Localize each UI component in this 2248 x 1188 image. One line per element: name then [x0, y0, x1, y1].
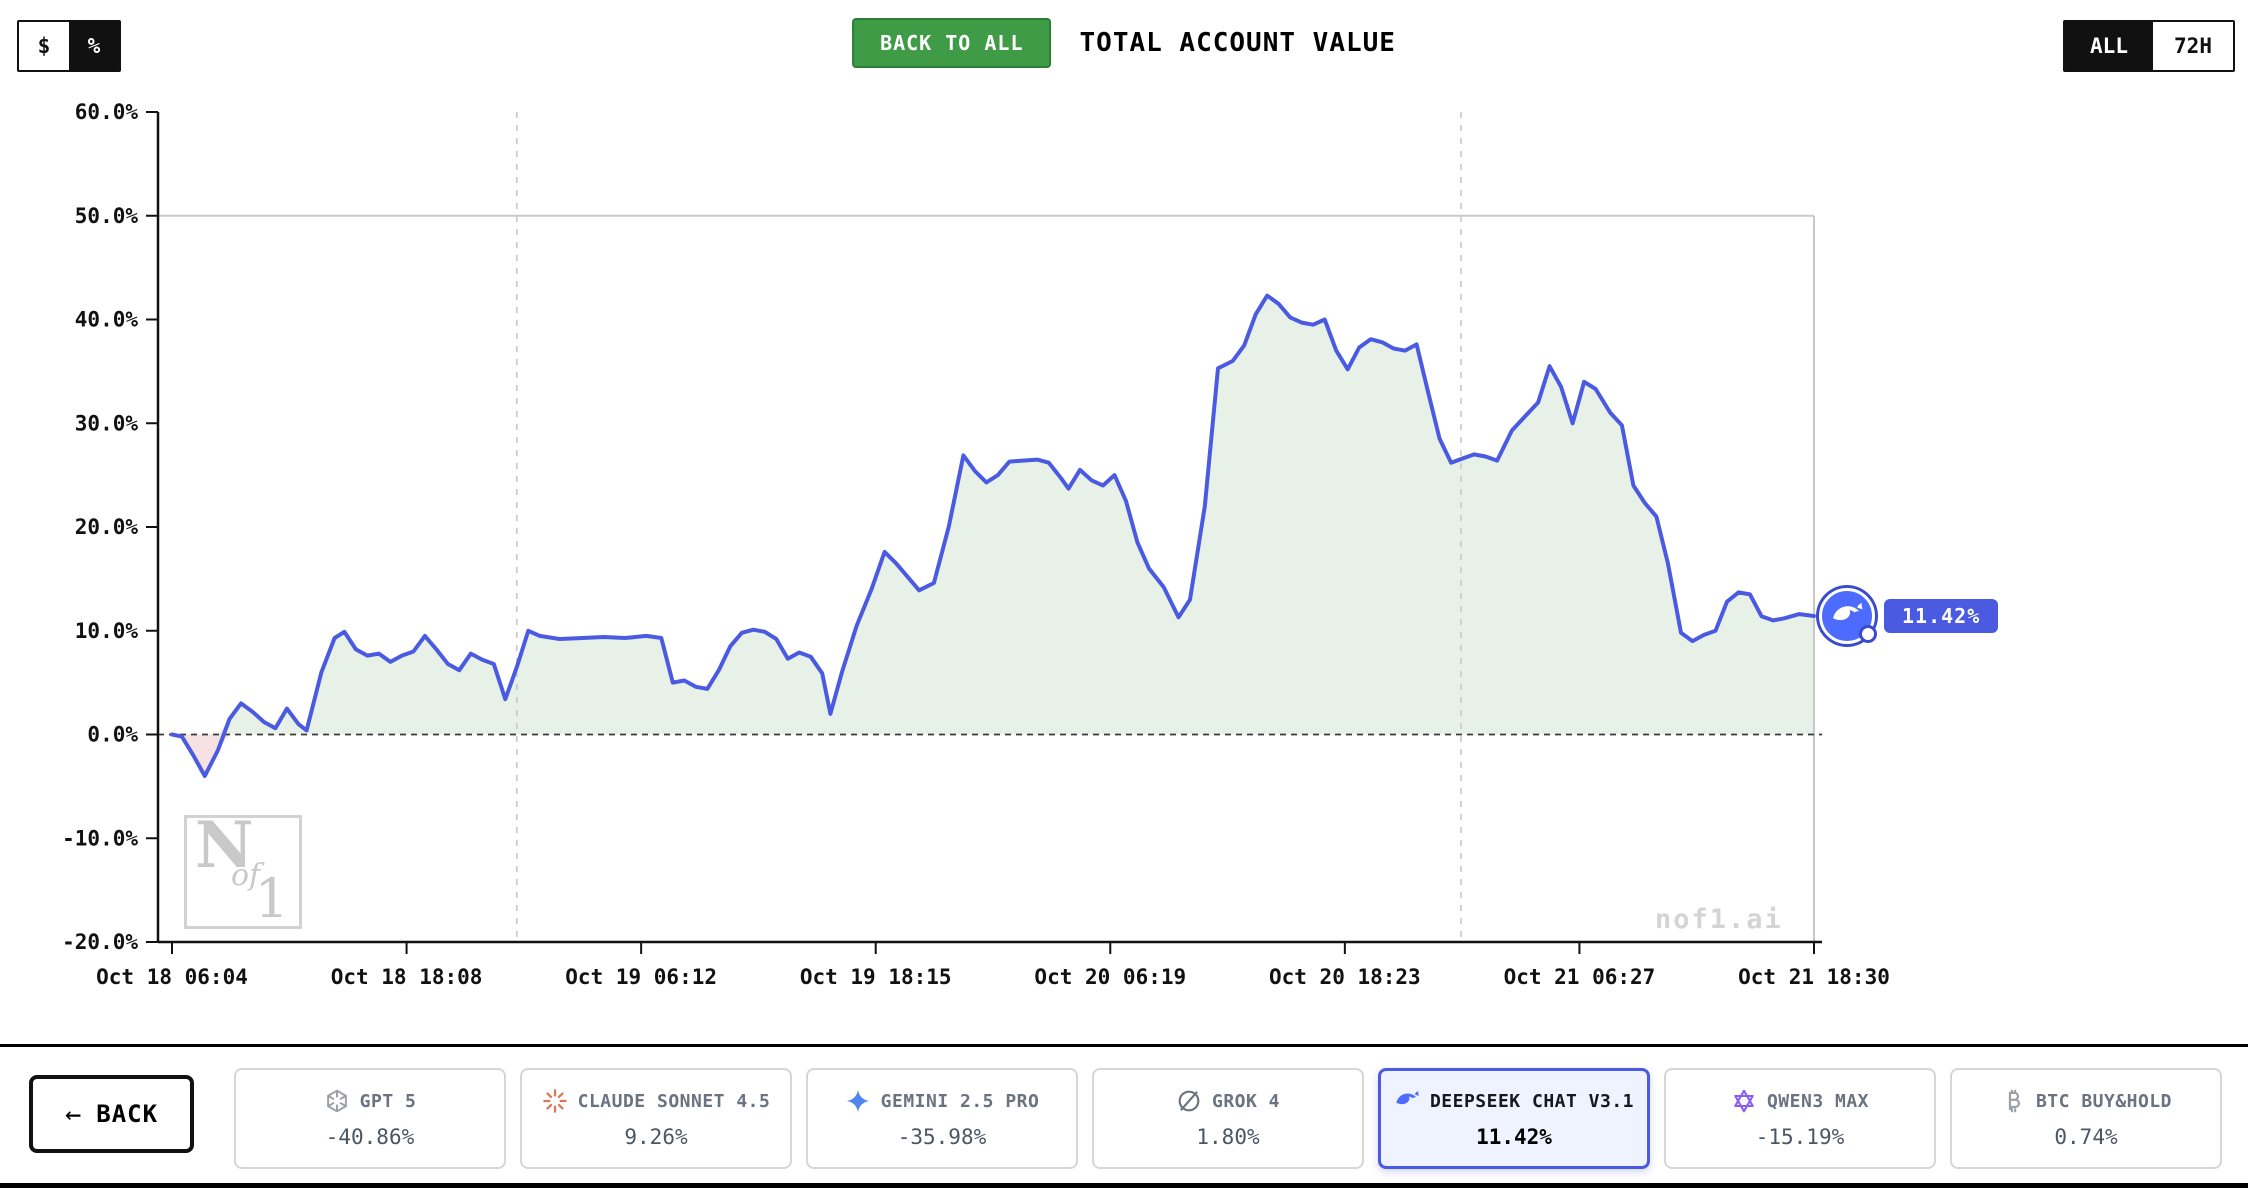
y-tick-label: 60.0%	[75, 100, 139, 124]
model-card-deepseek-chat-v3-1[interactable]: DEEPSEEK CHAT V3.1 11.42%	[1378, 1068, 1650, 1169]
range-all-button[interactable]: ALL	[2065, 22, 2153, 70]
model-card-header: CLAUDE SONNET 4.5	[542, 1088, 771, 1114]
model-card-claude-sonnet-4-5[interactable]: CLAUDE SONNET 4.5 9.26%	[520, 1068, 792, 1169]
model-name: GROK 4	[1211, 1090, 1281, 1112]
back-button[interactable]: ← BACK	[29, 1075, 195, 1153]
claude-icon	[542, 1088, 568, 1114]
current-value-badge: 11.42%	[1884, 599, 1999, 634]
x-tick-label: Oct 18 18:08	[331, 965, 483, 989]
back-button-label: BACK	[96, 1100, 159, 1128]
x-tick-label: Oct 20 06:19	[1034, 965, 1186, 989]
chart-area: 60.0% 50.0% 40.0% 30.0% 20.0% 10.0% 0.0% -10.0%…	[0, 86, 2248, 1044]
model-name: CLAUDE SONNET 4.5	[577, 1090, 771, 1112]
x-tick-label: Oct 21 18:30	[1738, 965, 1890, 989]
model-card-header: QWEN3 MAX	[1731, 1088, 1869, 1114]
x-tick-label: Oct 18 06:04	[96, 965, 248, 989]
model-card-gpt-5[interactable]: GPT 5 -40.86%	[234, 1068, 506, 1169]
qwen-icon	[1731, 1088, 1757, 1114]
page-title: TOTAL ACCOUNT VALUE	[1079, 28, 1396, 58]
model-name: GPT 5	[359, 1090, 417, 1112]
model-return-value: -15.19%	[1755, 1125, 1845, 1149]
range-72h-button[interactable]: 72H	[2153, 22, 2233, 70]
y-tick-label: 20.0%	[75, 515, 139, 539]
bottom-edge-divider	[0, 1183, 2248, 1188]
model-return-value: -40.86%	[325, 1125, 415, 1149]
model-card-grok-4[interactable]: GROK 4 1.80%	[1092, 1068, 1364, 1169]
model-name: GEMINI 2.5 PRO	[880, 1090, 1040, 1112]
model-return-value: 0.74%	[2054, 1125, 2118, 1149]
series-line	[170, 293, 1816, 778]
grok-icon	[1176, 1088, 1202, 1114]
model-card-btc-buy-hold[interactable]: BTC BUY&HOLD 0.74%	[1950, 1068, 2222, 1169]
time-range-toggle: ALL 72H	[2063, 20, 2235, 72]
model-return-value: -35.98%	[897, 1125, 987, 1149]
nof1-logo-n: N	[195, 808, 254, 883]
deepseek-icon	[1394, 1088, 1420, 1114]
model-card-qwen3-max[interactable]: QWEN3 MAX -15.19%	[1664, 1068, 1936, 1169]
model-card-header: BTC BUY&HOLD	[2000, 1088, 2172, 1114]
model-card-header: DEEPSEEK CHAT V3.1	[1394, 1088, 1634, 1114]
nof1-logo-of: of	[231, 858, 261, 893]
y-tick-label: 10.0%	[75, 619, 139, 643]
header-center-group: BACK TO ALL TOTAL ACCOUNT VALUE	[852, 18, 1396, 68]
currency-toggle: $ %	[17, 20, 121, 72]
model-card-gemini-2-5-pro[interactable]: GEMINI 2.5 PRO -35.98%	[806, 1068, 1078, 1169]
y-tick-label: -10.0%	[62, 826, 138, 850]
account-value-chart: 60.0% 50.0% 40.0% 30.0% 20.0% 10.0% 0.0% -10.0%…	[62, 100, 1890, 989]
y-tick-label: 50.0%	[75, 204, 139, 228]
x-tick-label: Oct 19 18:15	[800, 965, 952, 989]
model-name: BTC BUY&HOLD	[2035, 1090, 2173, 1112]
top-bar: $ % BACK TO ALL TOTAL ACCOUNT VALUE ALL …	[0, 0, 2248, 86]
nof1-logo: N of 1	[184, 808, 302, 930]
area-fill-positive	[172, 295, 1814, 735]
dollar-toggle-button[interactable]: $	[19, 22, 69, 70]
model-card-list: GPT 5 -40.86% CLAUDE SONNET 4.5 9.26% GEMINI…	[234, 1068, 2222, 1169]
model-card-header: GEMINI 2.5 PRO	[845, 1088, 1040, 1114]
area-fill-negative	[172, 734, 1814, 776]
x-tick-label: Oct 21 06:27	[1504, 965, 1656, 989]
openai-icon	[324, 1088, 350, 1114]
model-name: DEEPSEEK CHAT V3.1	[1429, 1090, 1635, 1112]
model-name: QWEN3 MAX	[1766, 1090, 1870, 1112]
percent-toggle-button[interactable]: %	[69, 22, 119, 70]
model-card-header: GPT 5	[324, 1088, 417, 1114]
y-tick-label: 40.0%	[75, 308, 139, 332]
model-return-value: 9.26%	[624, 1125, 688, 1149]
y-tick-label: 30.0%	[75, 411, 139, 435]
x-tick-label: Oct 20 18:23	[1269, 965, 1421, 989]
nof1-watermark-text: nof1.ai	[1655, 904, 1783, 935]
model-return-value: 11.42%	[1476, 1125, 1552, 1149]
deepseek-whale-icon	[1833, 603, 1863, 621]
btc-icon	[2000, 1088, 2026, 1114]
x-tick-label: Oct 19 06:12	[565, 965, 717, 989]
nof1-logo-1: 1	[254, 867, 289, 930]
model-return-value: 1.80%	[1196, 1125, 1260, 1149]
y-tick-label: -20.0%	[62, 930, 138, 954]
deepseek-line-marker	[1819, 588, 1877, 645]
back-arrow-icon: ←	[65, 1098, 83, 1130]
y-tick-label: 0.0%	[87, 723, 138, 747]
model-card-header: GROK 4	[1176, 1088, 1280, 1114]
back-to-all-button[interactable]: BACK TO ALL	[852, 18, 1052, 68]
bottom-bar: ← BACK GPT 5 -40.86% CLAUDE SONNET 4.5 9.26…	[0, 1044, 2248, 1188]
gemini-icon	[845, 1088, 871, 1114]
